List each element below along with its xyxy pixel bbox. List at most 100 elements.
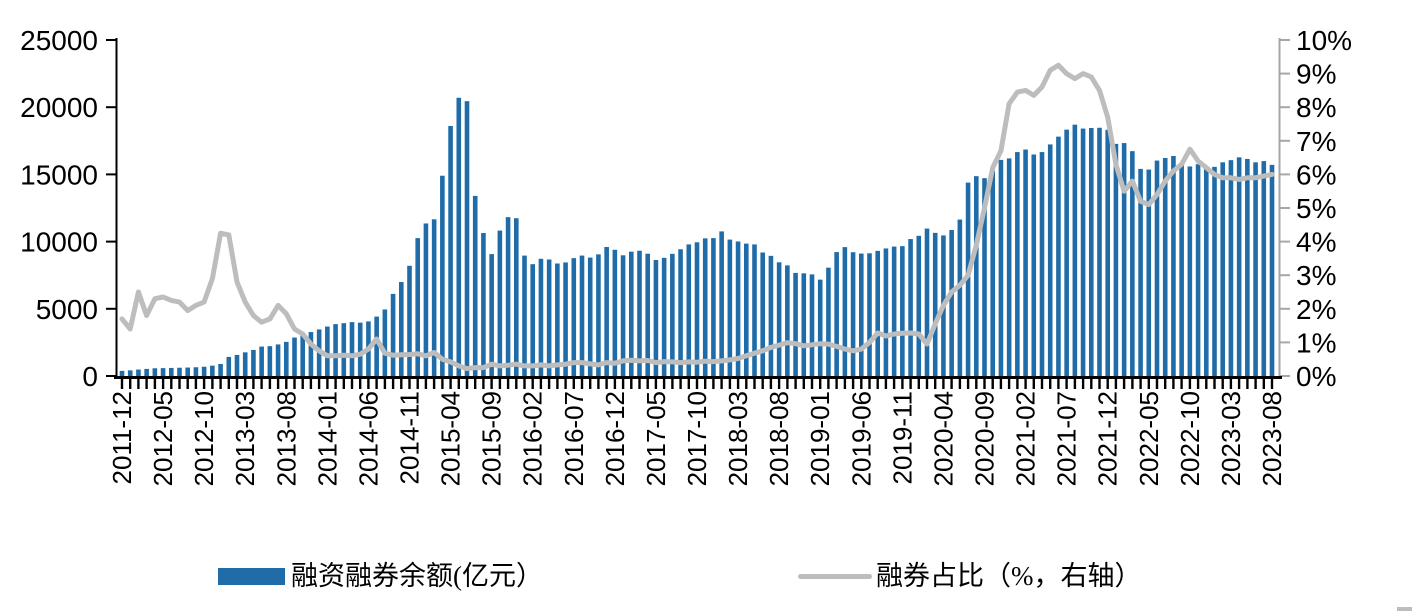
left-axis: 0 5000 10000 15000 20000 25000 — [20, 25, 118, 392]
bar — [1179, 163, 1184, 376]
bar — [325, 326, 330, 376]
x-axis-tick-label: 2019-06 — [846, 391, 876, 486]
x-axis-tick-label: 2022-05 — [1134, 391, 1164, 486]
bar — [193, 367, 199, 376]
bar — [900, 246, 905, 376]
bar — [842, 247, 848, 376]
right-axis-tick-label: 1% — [1296, 327, 1336, 358]
x-axis-tick-label: 2021-02 — [1011, 391, 1041, 486]
bar — [1113, 143, 1119, 376]
x-axis-tick-label: 2016-02 — [518, 391, 548, 486]
bar — [973, 176, 979, 376]
bar — [645, 253, 651, 376]
bar — [793, 272, 798, 376]
x-axis-tick-label: 2019-01 — [805, 391, 835, 486]
bar — [702, 238, 708, 376]
bar — [160, 368, 166, 376]
bar — [620, 255, 626, 376]
bar — [292, 337, 297, 376]
bar — [407, 265, 412, 376]
x-axis-tick-label: 2015-09 — [477, 391, 507, 486]
bar — [1195, 164, 1201, 376]
x-axis-tick-label: 2015-04 — [436, 391, 466, 486]
bar — [834, 252, 839, 376]
legend-bar-swatch — [218, 568, 285, 585]
right-axis-tick-label: 2% — [1296, 294, 1336, 325]
bar — [875, 250, 881, 376]
x-axis-tick-label: 2021-12 — [1093, 391, 1123, 486]
bar — [144, 368, 149, 376]
bar — [382, 309, 388, 376]
bar — [530, 264, 536, 376]
x-axis-tick-label: 2011-12 — [107, 391, 137, 485]
bar — [456, 97, 462, 376]
right-axis-tick-label: 3% — [1296, 260, 1336, 291]
x-axis-tick-label: 2016-07 — [559, 391, 589, 486]
bar — [448, 126, 453, 377]
bar — [1203, 168, 1209, 376]
line-series — [119, 62, 1275, 372]
bar — [415, 238, 421, 376]
bar — [982, 178, 987, 376]
bar — [1006, 158, 1012, 376]
bar — [1023, 149, 1028, 376]
bar — [1162, 158, 1168, 376]
x-axis-tick-label: 2017-05 — [641, 391, 671, 486]
bar — [472, 195, 478, 376]
right-axis-tick-label: 9% — [1296, 59, 1336, 90]
bar — [349, 322, 355, 376]
x-axis-tick-label: 2023-03 — [1216, 391, 1246, 486]
bar — [1236, 157, 1242, 376]
bar — [563, 262, 568, 376]
bar — [1088, 128, 1094, 376]
x-axis-tick-label: 2014-01 — [312, 391, 342, 486]
bar — [768, 255, 774, 376]
bar — [850, 252, 856, 376]
bar — [1080, 128, 1086, 376]
bar — [210, 365, 215, 376]
bar — [965, 182, 971, 376]
bar — [686, 244, 692, 376]
bar — [998, 159, 1004, 376]
bar — [127, 370, 133, 376]
bar — [1015, 152, 1020, 376]
bar — [390, 293, 396, 376]
bar — [242, 352, 248, 376]
bar — [251, 349, 256, 376]
left-axis-tick-label: 5000 — [36, 294, 98, 325]
x-axis-tick-label: 2014-11 — [395, 391, 425, 485]
bar — [628, 251, 634, 376]
bar — [423, 223, 429, 376]
x-axis-tick-label: 2014-06 — [353, 391, 383, 486]
legend-bar-label: 融资融券余额(亿元） — [291, 561, 543, 591]
bar — [300, 335, 306, 376]
bar — [489, 254, 494, 376]
bar — [817, 279, 823, 376]
bar — [604, 246, 609, 376]
x-axis-tick-label: 2018-08 — [764, 391, 794, 486]
x-axis-tick-label: 2019-11 — [887, 391, 917, 485]
bar — [357, 322, 363, 376]
x-axis-tick-label: 2012-05 — [148, 391, 178, 486]
bar-series — [119, 97, 1275, 377]
bar — [916, 235, 922, 376]
bar — [440, 175, 445, 376]
bar — [719, 231, 724, 376]
bar — [1253, 162, 1258, 376]
bar — [464, 101, 470, 377]
bar — [497, 230, 503, 376]
bar — [990, 170, 996, 376]
bar — [612, 249, 618, 376]
bar — [1039, 152, 1045, 376]
bar — [1097, 127, 1102, 376]
x-axis-tick-label: 2023-08 — [1257, 391, 1287, 486]
bar — [801, 273, 807, 376]
right-axis-tick-label: 4% — [1296, 227, 1336, 258]
bar — [1171, 155, 1176, 376]
bar — [333, 324, 338, 376]
bar — [694, 242, 700, 376]
bar — [1138, 168, 1143, 376]
left-axis-tick-label: 20000 — [20, 92, 98, 123]
x-axis-tick-label: 2013-03 — [230, 391, 260, 486]
